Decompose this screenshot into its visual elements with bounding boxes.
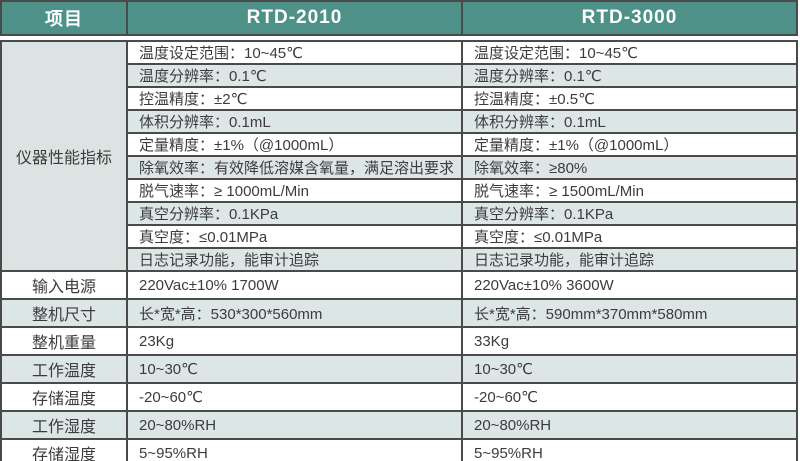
table-row-spec-work-temp: 工作温度 10~30℃ 10~30℃ [0, 354, 798, 384]
spec-cell-rtd3000: -20~60℃ [461, 382, 798, 412]
table-row-spec-power: 输入电源 220Vac±10% 1700W 220Vac±10% 3600W [0, 270, 798, 300]
perf-cell-rtd3000: 温度分辨率：0.1℃ [461, 63, 798, 88]
spec-label: 输入电源 [0, 270, 128, 300]
spec-cell-rtd3000: 长*宽*高：590mm*370mm*580mm [461, 298, 798, 328]
spec-cell-rtd3000: 10~30℃ [461, 354, 798, 384]
perf-cell-rtd3000: 脱气速率：≥ 1500mL/Min [461, 178, 798, 203]
perf-cell-rtd2010: 控温精度：±2℃ [126, 86, 463, 111]
table-row-perf-3: 控温精度：±2℃ 控温精度：±0.5℃ [1, 86, 798, 111]
spec-cell-rtd2010: 23Kg [126, 326, 463, 356]
spec-table-body: 仪器性能指标 温度设定范围：10~45℃ 温度设定范围：10~45℃ 温度分辨率… [0, 40, 798, 461]
perf-cell-rtd3000: 温度设定范围：10~45℃ [461, 40, 798, 65]
header-cell-rtd2010: RTD-2010 [126, 0, 463, 36]
perf-cell-rtd2010: 除氧效率：有效降低溶媒含氧量，满足溶出要求 [126, 155, 463, 180]
table-row-perf-7: 脱气速率：≥ 1000mL/Min 脱气速率：≥ 1500mL/Min [1, 178, 798, 203]
table-row-perf-2: 温度分辨率：0.1℃ 温度分辨率：0.1℃ [1, 63, 798, 88]
table-row-perf-5: 定量精度：±1%（@1000mL） 定量精度：±1%（@1000mL） [1, 132, 798, 157]
perf-cell-rtd3000: 真空度：≤0.01MPa [461, 224, 798, 249]
table-row-spec-work-humidity: 工作湿度 20~80%RH 20~80%RH [0, 410, 798, 440]
perf-cell-rtd2010: 脱气速率：≥ 1000mL/Min [126, 178, 463, 203]
spec-cell-rtd3000: 220Vac±10% 3600W [461, 270, 798, 300]
perf-cell-rtd3000: 控温精度：±0.5℃ [461, 86, 798, 111]
table-row-spec-dimensions: 整机尺寸 长*宽*高：530*300*560mm 长*宽*高：590mm*370… [0, 298, 798, 328]
spec-table-header: 项目 RTD-2010 RTD-3000 [0, 0, 798, 36]
table-row-perf-1: 仪器性能指标 温度设定范围：10~45℃ 温度设定范围：10~45℃ [0, 40, 798, 272]
table-row-spec-storage-temp: 存储温度 -20~60℃ -20~60℃ [0, 382, 798, 412]
table-row-perf-8: 真空分辨率：0.1KPa 真空分辨率：0.1KPa [1, 201, 798, 226]
perf-cell-rtd2010: 日志记录功能，能审计追踪 [126, 247, 463, 272]
spec-cell-rtd3000: 33Kg [461, 326, 798, 356]
spec-label: 工作湿度 [0, 410, 128, 440]
spec-label: 存储湿度 [0, 438, 128, 461]
perf-cell-rtd2010: 体积分辨率：0.1mL [126, 109, 463, 134]
perf-cell-rtd2010: 真空度：≤0.01MPa [126, 224, 463, 249]
perf-cell-rtd3000: 体积分辨率：0.1mL [461, 109, 798, 134]
perf-cell-rtd2010: 温度设定范围：10~45℃ [126, 40, 463, 65]
table-row-spec-storage-humidity: 存储湿度 5~95%RH 5~95%RH [0, 438, 798, 461]
spec-label: 存储温度 [0, 382, 128, 412]
perf-cell-rtd2010: 真空分辨率：0.1KPa [126, 201, 463, 226]
spec-cell-rtd2010: 5~95%RH [126, 438, 463, 461]
table-row-spec-weight: 整机重量 23Kg 33Kg [0, 326, 798, 356]
header-cell-rtd3000: RTD-3000 [461, 0, 798, 36]
perf-cell-rtd2010: 温度分辨率：0.1℃ [126, 63, 463, 88]
spec-cell-rtd2010: -20~60℃ [126, 382, 463, 412]
perf-cell-rtd3000: 除氧效率：≥80% [461, 155, 798, 180]
spec-label: 整机重量 [0, 326, 128, 356]
perf-cell-rtd2010: 定量精度：±1%（@1000mL） [126, 132, 463, 157]
spec-cell-rtd3000: 20~80%RH [461, 410, 798, 440]
table-row-perf-9: 真空度：≤0.01MPa 真空度：≤0.01MPa [1, 224, 798, 249]
spec-cell-rtd2010: 20~80%RH [126, 410, 463, 440]
perf-cell-rtd3000: 日志记录功能，能审计追踪 [461, 247, 798, 272]
header-cell-item: 项目 [0, 0, 128, 36]
table-row-perf-10: 日志记录功能，能审计追踪 日志记录功能，能审计追踪 [1, 247, 798, 272]
spec-cell-rtd2010: 10~30℃ [126, 354, 463, 384]
header-row: 项目 RTD-2010 RTD-3000 [0, 0, 798, 36]
spec-label: 工作温度 [0, 354, 128, 384]
header-body-gap [0, 36, 800, 40]
table-row-perf-6: 除氧效率：有效降低溶媒含氧量，满足溶出要求 除氧效率：≥80% [1, 155, 798, 180]
perf-cell-rtd3000: 真空分辨率：0.1KPa [461, 201, 798, 226]
spec-cell-rtd2010: 220Vac±10% 1700W [126, 270, 463, 300]
spec-label: 整机尺寸 [0, 298, 128, 328]
perf-cell-rtd3000: 定量精度：±1%（@1000mL） [461, 132, 798, 157]
section-label-performance: 仪器性能指标 [0, 40, 128, 272]
spec-cell-rtd2010: 长*宽*高：530*300*560mm [126, 298, 463, 328]
table-row-perf-4: 体积分辨率：0.1mL 体积分辨率：0.1mL [1, 109, 798, 134]
spec-cell-rtd3000: 5~95%RH [461, 438, 798, 461]
